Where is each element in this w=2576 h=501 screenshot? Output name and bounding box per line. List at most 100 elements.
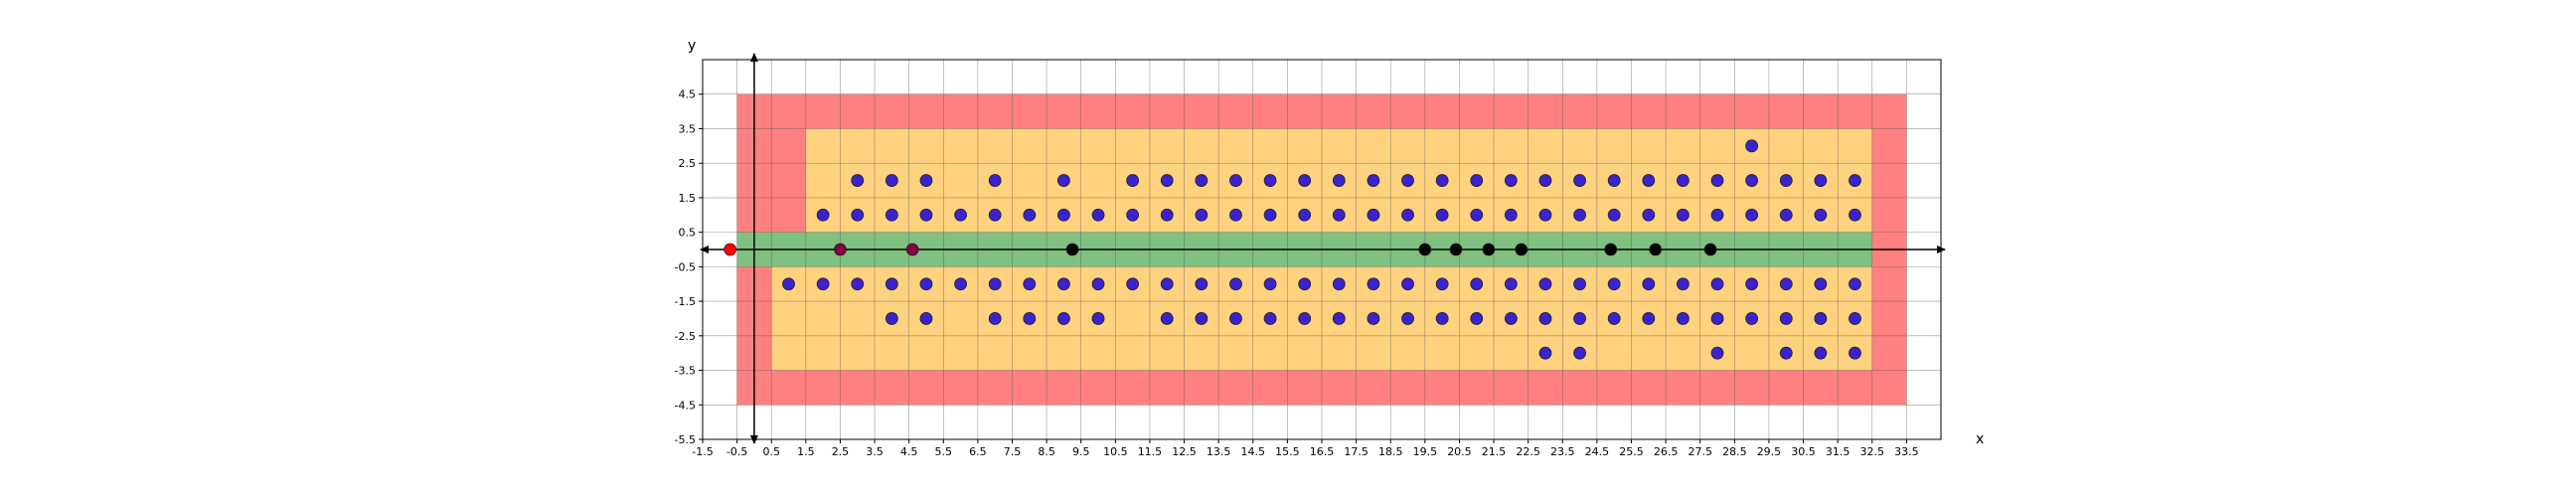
- data-point: [1814, 208, 1828, 222]
- data-point: [1470, 277, 1484, 291]
- x-tick-label: 10.5: [1103, 445, 1128, 458]
- data-point: [1195, 312, 1208, 325]
- x-tick-label: 9.5: [1072, 445, 1090, 458]
- data-point: [1263, 208, 1277, 222]
- data-point: [1703, 243, 1717, 256]
- data-point: [1677, 277, 1690, 291]
- data-point: [1023, 277, 1037, 291]
- data-point: [919, 312, 933, 325]
- data-point: [1504, 174, 1518, 187]
- data-point: [1229, 174, 1242, 187]
- data-point: [1779, 208, 1793, 222]
- data-point: [1298, 174, 1312, 187]
- data-point: [1023, 208, 1037, 222]
- x-axis-label: x: [1976, 431, 1984, 447]
- x-tick-label: 18.5: [1378, 445, 1403, 458]
- data-point: [1677, 208, 1690, 222]
- data-point: [1263, 277, 1277, 291]
- data-point: [1229, 277, 1242, 291]
- data-point: [1649, 243, 1663, 256]
- data-point: [1229, 208, 1242, 222]
- data-point: [1814, 312, 1828, 325]
- data-point: [1298, 277, 1312, 291]
- data-point: [1677, 174, 1690, 187]
- data-point: [1710, 312, 1724, 325]
- x-tick-label: 32.5: [1860, 445, 1885, 458]
- x-tick-label: -0.5: [726, 445, 747, 458]
- data-point: [1435, 312, 1449, 325]
- y-axis-label: y: [688, 38, 696, 54]
- data-point: [1642, 277, 1656, 291]
- x-tick-label: 16.5: [1310, 445, 1335, 458]
- x-tick-label: 11.5: [1138, 445, 1163, 458]
- x-tick-label: -1.5: [692, 445, 713, 458]
- data-point: [885, 208, 898, 222]
- data-point: [1677, 312, 1690, 325]
- x-tick-label: 21.5: [1482, 445, 1507, 458]
- data-point: [1849, 277, 1861, 291]
- data-point: [885, 277, 898, 291]
- data-point: [1126, 174, 1140, 187]
- data-point: [919, 208, 933, 222]
- data-point: [1779, 312, 1793, 325]
- data-point: [1367, 277, 1380, 291]
- data-point: [1849, 312, 1861, 325]
- data-point: [1642, 174, 1656, 187]
- data-point: [1504, 312, 1518, 325]
- y-tick-label: -4.5: [675, 399, 696, 412]
- data-point: [1849, 174, 1861, 187]
- data-point: [1710, 277, 1724, 291]
- x-tick-label: 29.5: [1757, 445, 1782, 458]
- x-tick-label: 31.5: [1826, 445, 1851, 458]
- data-point: [1470, 208, 1484, 222]
- data-point: [1745, 208, 1759, 222]
- x-tick-label: 20.5: [1447, 445, 1472, 458]
- data-point: [1332, 277, 1346, 291]
- data-point: [1745, 174, 1759, 187]
- y-tick-label: 4.5: [679, 88, 697, 101]
- data-point: [1057, 208, 1070, 222]
- data-point: [1607, 208, 1621, 222]
- data-point: [1298, 312, 1312, 325]
- data-point: [1814, 174, 1828, 187]
- data-point: [1573, 277, 1586, 291]
- data-point: [1538, 346, 1552, 360]
- x-tick-label: 28.5: [1722, 445, 1747, 458]
- data-point: [1515, 243, 1529, 256]
- x-tick-label: 14.5: [1241, 445, 1266, 458]
- data-point: [834, 243, 847, 256]
- data-point: [1418, 243, 1432, 256]
- y-tick-label: -3.5: [675, 365, 696, 378]
- data-point: [1023, 312, 1037, 325]
- data-point: [1091, 208, 1105, 222]
- data-point: [1435, 208, 1449, 222]
- data-point: [1538, 174, 1552, 187]
- x-tick-label: 2.5: [832, 445, 850, 458]
- data-point: [954, 277, 967, 291]
- data-point: [782, 277, 795, 291]
- data-point: [1057, 277, 1070, 291]
- data-point: [988, 277, 1002, 291]
- data-point: [1449, 243, 1463, 256]
- data-point: [1435, 174, 1449, 187]
- data-point: [1367, 208, 1380, 222]
- data-point: [1435, 277, 1449, 291]
- x-tick-label: 22.5: [1516, 445, 1540, 458]
- data-point: [851, 208, 865, 222]
- x-tick-label: 25.5: [1619, 445, 1644, 458]
- data-point: [1849, 346, 1861, 360]
- data-point: [1849, 208, 1861, 222]
- data-point: [1332, 174, 1346, 187]
- data-point: [1779, 174, 1793, 187]
- data-point: [885, 312, 898, 325]
- x-tick-label: 0.5: [762, 445, 780, 458]
- data-point: [1091, 277, 1105, 291]
- data-point: [1332, 208, 1346, 222]
- data-point: [1229, 312, 1242, 325]
- y-tick-label: -0.5: [675, 260, 696, 273]
- x-tick-label: 30.5: [1791, 445, 1816, 458]
- data-point: [905, 243, 919, 256]
- data-point: [988, 174, 1002, 187]
- data-point: [1470, 312, 1484, 325]
- data-point: [1160, 277, 1174, 291]
